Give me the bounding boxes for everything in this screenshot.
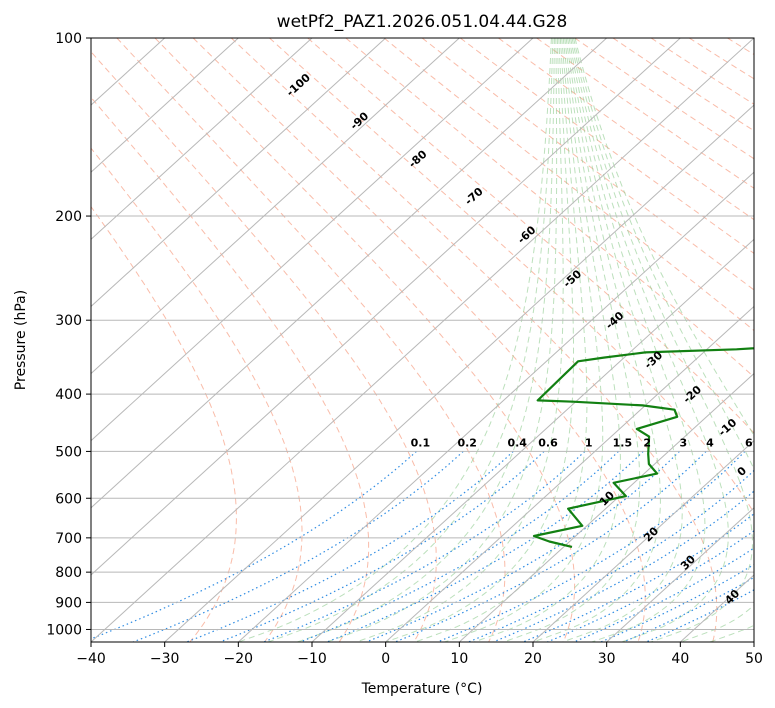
moist-adiabat-line [532, 38, 661, 642]
isotherm-line [91, 38, 608, 509]
x-tick-label: −40 [76, 651, 106, 667]
x-tick-label: 0 [381, 651, 390, 667]
x-tick-label: −20 [224, 651, 254, 667]
moist-adiabat-line [473, 38, 621, 642]
mixing-ratio-line [623, 576, 754, 642]
dry-adiabat-line [307, 38, 754, 434]
moist-adiabat-line [574, 38, 754, 642]
isotherm-line [91, 38, 460, 375]
y-tick-label: 200 [55, 209, 82, 225]
mixing-ratio-label: 4 [706, 436, 714, 449]
mixing-ratio-line [437, 450, 746, 642]
dry-adiabat-line [91, 147, 303, 642]
x-tick-label: −30 [150, 651, 180, 667]
moist-adiabat-line [238, 38, 552, 642]
mixing-ratio-line [573, 547, 754, 642]
isotherm-line [91, 38, 754, 642]
mixing-ratio-line [326, 450, 644, 642]
isotherm-line [91, 38, 313, 241]
mixing-ratio-label: 1.5 [613, 436, 633, 449]
x-tick-label: 10 [450, 651, 468, 667]
y-tick-label: 300 [55, 313, 82, 329]
dry-adiabat-line [230, 38, 718, 642]
dry-adiabat-line [192, 38, 646, 642]
isotherm-line [91, 38, 239, 173]
dry-adiabat-line [421, 38, 754, 291]
x-tick-label: 20 [524, 651, 542, 667]
mixing-ratio-label: 1 [585, 436, 593, 449]
moist-adiabat-line [562, 38, 683, 642]
dry-adiabat-line [116, 38, 506, 642]
x-axis-label: Temperature (°C) [361, 681, 483, 697]
y-tick-label: 500 [55, 444, 82, 460]
plot-frame [90, 37, 755, 643]
mixing-ratio-line [91, 450, 417, 640]
moist-adiabat-line [385, 38, 574, 642]
dewpoint-profile-line [532, 347, 754, 548]
mixing-ratio-line [468, 469, 754, 642]
mixing-ratio-label: 0.1 [411, 436, 431, 449]
mixing-ratio-label: 3 [680, 436, 688, 449]
isotherm-line [91, 38, 387, 308]
data-series [532, 347, 754, 548]
y-tick-label: 700 [55, 531, 82, 547]
moist-adiabat-line [568, 38, 706, 642]
mixing-ratio-label: 0.6 [538, 436, 558, 449]
chart-title: wetPf2_PAZ1.2026.051.04.44.G28 [277, 12, 568, 32]
y-tick-label: 100 [55, 31, 82, 47]
y-tick-label: 600 [55, 491, 82, 507]
y-tick-label: 400 [55, 387, 82, 403]
x-tick-label: 40 [671, 651, 689, 667]
dry-adiabat-line [383, 38, 754, 332]
mixing-ratio-line [186, 450, 514, 642]
moist-adiabat-line [414, 38, 588, 642]
grid-lines [91, 38, 754, 642]
mixing-ratio-label: 2 [643, 436, 651, 449]
mixing-ratio-line [493, 490, 754, 642]
isotherm-line [606, 507, 754, 642]
mixing-ratio-line [219, 450, 545, 642]
moist-adiabat-line [571, 38, 753, 642]
isotherm-line [532, 439, 754, 642]
moist-adiabat-line [503, 38, 641, 642]
dry-adiabat-line [154, 38, 576, 642]
isotherm-line [311, 238, 754, 642]
isotherm-line [458, 372, 754, 642]
moist-adiabat-line [297, 38, 555, 642]
mixing-ratio-line [132, 450, 464, 642]
moist-adiabat-line [356, 38, 564, 642]
y-tick-label: 1000 [46, 622, 82, 638]
background-lines [91, 38, 754, 642]
x-tick-label: −10 [297, 651, 327, 667]
moist-adiabat-line [444, 38, 604, 642]
isotherm-line [91, 38, 681, 576]
isotherm-line [237, 171, 754, 642]
isotherm-line [91, 38, 534, 442]
isotherm-line [385, 305, 754, 642]
mixing-ratio-label: 0.2 [457, 436, 477, 449]
moist-adiabat-line [570, 38, 729, 642]
y-tick-label: 800 [55, 565, 82, 581]
mixing-ratio-label: 0.4 [507, 436, 527, 449]
y-axis-label: Pressure (hPa) [13, 290, 29, 390]
dry-adiabat-line [345, 38, 754, 378]
axis-ticks: −40 −30 −20 −10 0 10 20 30 40 5010020030040050060… [46, 31, 763, 667]
mixing-ratio-label: 6 [745, 436, 753, 449]
moist-adiabat-line [267, 38, 554, 642]
moist-adiabat-line [326, 38, 558, 642]
x-tick-label: 50 [745, 651, 763, 667]
x-tick-label: 30 [598, 651, 616, 667]
dry-adiabat-line [91, 205, 237, 642]
dry-adiabat-line [91, 96, 370, 642]
isotherm-line [164, 104, 754, 642]
y-tick-label: 900 [55, 595, 82, 611]
